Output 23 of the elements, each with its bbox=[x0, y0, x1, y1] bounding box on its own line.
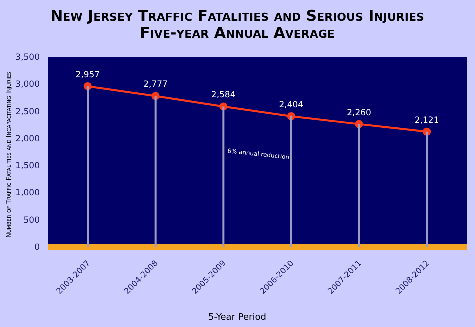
y-tick-label: 2,500 bbox=[16, 107, 40, 118]
y-tick-label: 3,000 bbox=[16, 80, 40, 90]
y-tick-label: 500 bbox=[24, 216, 40, 226]
x-axis-title: 5-Year Period bbox=[208, 313, 268, 323]
data-label: 2,584 bbox=[211, 90, 236, 101]
bar bbox=[87, 86, 89, 247]
chart-subtitle: Five-year Annual Average bbox=[139, 24, 336, 42]
data-label: 2,777 bbox=[144, 80, 168, 90]
data-label: 2,260 bbox=[347, 108, 372, 118]
bar bbox=[426, 132, 428, 247]
y-tick-label: 0 bbox=[34, 243, 40, 254]
y-tick-label: 2,000 bbox=[16, 134, 40, 144]
bar bbox=[154, 96, 157, 247]
data-label: 2,404 bbox=[279, 100, 304, 110]
y-tick-label: 1,000 bbox=[16, 188, 40, 199]
bar bbox=[222, 106, 225, 247]
chart-title: New Jersey Traffic Fatalities and Serious Injuries bbox=[50, 7, 426, 25]
bar bbox=[358, 124, 360, 247]
data-label: 2,957 bbox=[76, 70, 100, 80]
y-tick-label: 1,500 bbox=[16, 162, 40, 172]
data-label: 2,121 bbox=[414, 116, 440, 126]
y-tick-label: 3,500 bbox=[16, 53, 40, 64]
bar bbox=[290, 116, 292, 247]
